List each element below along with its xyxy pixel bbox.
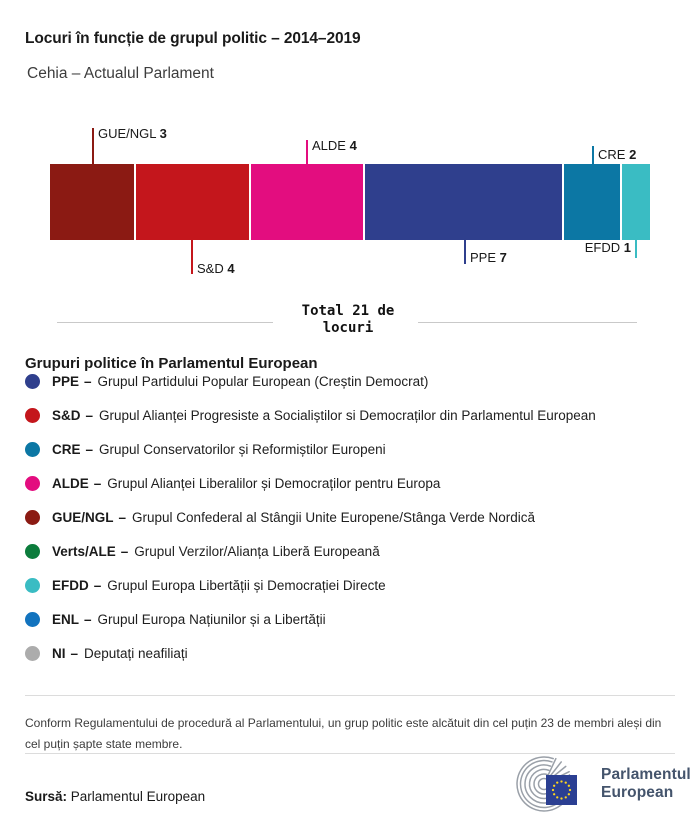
- callout-label-ppe: PPE 7: [470, 250, 507, 265]
- legend-dot-cre-icon: [25, 441, 40, 457]
- callout-line-gue-ngl: [92, 128, 94, 164]
- total-seats-label: Total 21 de locuri: [301, 303, 395, 336]
- bar-segment-cre: [563, 164, 620, 240]
- callout-label-cre: CRE 2: [598, 147, 637, 162]
- callout-line-efdd: [635, 240, 637, 258]
- bar-segment-ppe: [365, 164, 562, 240]
- legend-item-verts-ale: Verts/ALE – Grupul Verzilor/Alianța Liberă…: [25, 534, 680, 568]
- seat-bar: [50, 164, 650, 240]
- source-line: Sursă: Parlamentul European: [25, 789, 205, 804]
- callout-line-alde: [306, 140, 308, 164]
- legend-dot-ni-icon: [25, 645, 40, 661]
- legend-dot-ppe-icon: [25, 373, 40, 389]
- callout-label-gue-ngl: GUE/NGL 3: [98, 126, 167, 141]
- total-divider-left: [57, 322, 273, 323]
- bar-segment-sd: [136, 164, 249, 240]
- eu-flag-icon: [546, 775, 577, 805]
- bar-segment-gue-ngl: [50, 164, 135, 240]
- ep-logo: Parlamentul European: [512, 756, 691, 812]
- ep-logo-hemicycle-icon: [516, 756, 577, 812]
- bar-segment-efdd: [621, 164, 650, 240]
- callout-line-cre: [592, 146, 594, 164]
- legend-dot-gue-ngl-icon: [25, 509, 40, 525]
- legend-dot-efdd-icon: [25, 577, 40, 593]
- legend-item-cre: CRE – Grupul Conservatorilor și Reformiști…: [25, 432, 680, 466]
- callout-label-efdd: EFDD 1: [584, 240, 631, 255]
- source-label: Sursă:: [25, 789, 68, 804]
- callout-label-alde: ALDE 4: [312, 138, 357, 153]
- bar-segment-alde: [250, 164, 364, 240]
- legend-item-sd: S&D – Grupul Alianței Progresiste a Social…: [25, 398, 680, 432]
- legend-item-gue-ngl: GUE/NGL – Grupul Confederal al Stângii Uni…: [25, 500, 680, 534]
- legend-dot-verts-ale-icon: [25, 543, 40, 559]
- total-divider-right: [418, 322, 637, 323]
- legend-item-ni: NI – Deputați neafiliați: [25, 636, 680, 670]
- footnote-text: Conform Regulamentului de procedură al P…: [25, 716, 662, 751]
- legend-item-efdd: EFDD – Grupul Europa Libertății și Democra…: [25, 568, 680, 602]
- legend-list: PPE – Grupul Partidului Popular European (…: [25, 364, 680, 670]
- footnote-divider-bottom: [25, 753, 675, 754]
- footnote-divider-top: [25, 695, 675, 696]
- callout-line-ppe: [464, 240, 466, 264]
- legend-dot-enl-icon: [25, 611, 40, 627]
- legend-heading: Grupuri politice în Parlamentul European: [25, 355, 318, 372]
- legend-dot-sd-icon: [25, 407, 40, 423]
- legend-item-alde: ALDE – Grupul Alianței Liberalilor și Demo…: [25, 466, 680, 500]
- page-title: Locuri în funcție de grupul politic – 20…: [25, 30, 361, 48]
- callout-label-sd: S&D 4: [197, 261, 235, 276]
- legend-item-enl: ENL – Grupul Europa Națiunilor și a Libert…: [25, 602, 680, 636]
- page-subtitle: Cehia – Actualul Parlament: [27, 64, 214, 82]
- ep-logo-wordmark: Parlamentul European: [601, 766, 691, 801]
- legend-dot-alde-icon: [25, 475, 40, 491]
- legend-item-ppe: PPE – Grupul Partidului Popular European (…: [25, 364, 680, 398]
- callout-line-sd: [191, 240, 193, 274]
- source-value: Parlamentul European: [70, 789, 206, 804]
